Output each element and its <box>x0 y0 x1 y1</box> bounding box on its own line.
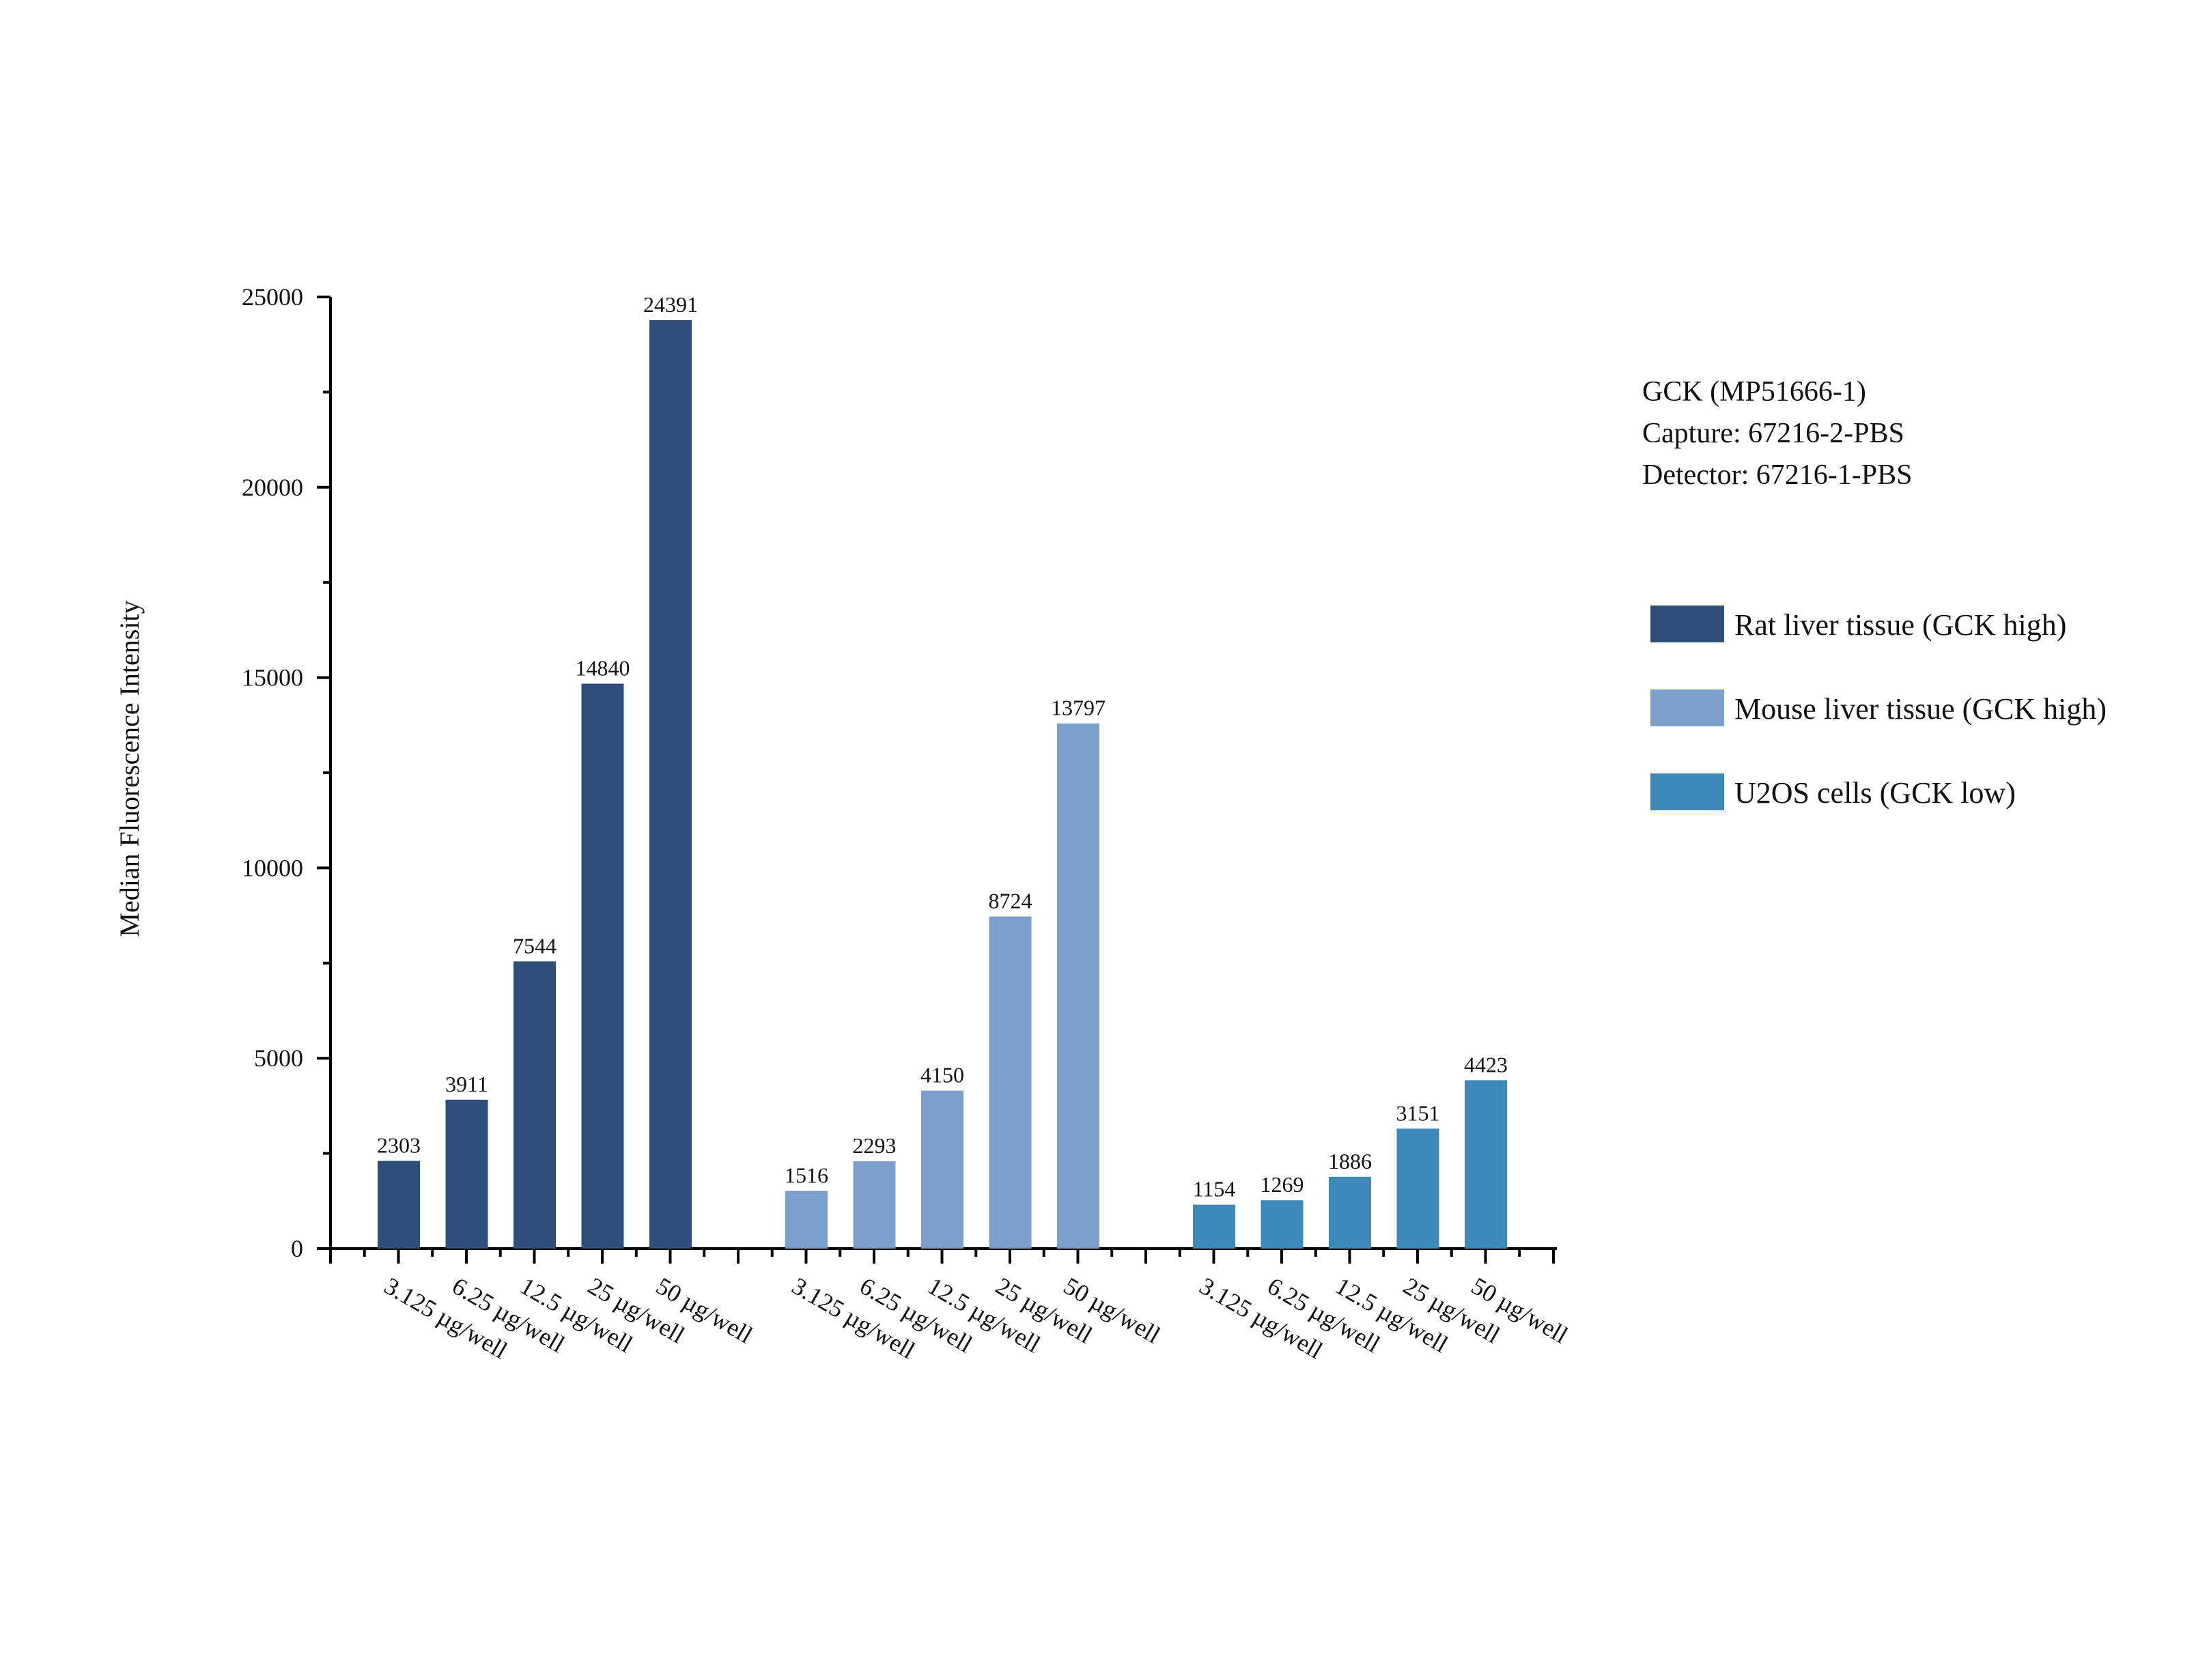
data-label: 13797 <box>1051 696 1106 720</box>
info-line: GCK (MP51666-1) <box>1642 376 1866 408</box>
bar <box>853 1161 896 1249</box>
bar <box>1396 1128 1439 1249</box>
y-tick-label: 5000 <box>254 1044 303 1072</box>
data-label: 7544 <box>513 933 557 958</box>
data-label: 4423 <box>1464 1052 1508 1077</box>
legend-label: Mouse liver tissue (GCK high) <box>1734 692 2107 726</box>
legend-swatch <box>1650 773 1724 810</box>
y-tick-label: 25000 <box>242 283 303 311</box>
bar <box>989 916 1032 1249</box>
y-tick-label: 0 <box>291 1235 303 1262</box>
bar <box>445 1099 488 1249</box>
legend-swatch <box>1650 689 1724 726</box>
y-tick-label: 15000 <box>242 664 303 692</box>
data-label: 2293 <box>853 1133 897 1158</box>
x-axis <box>329 1247 1557 1264</box>
data-label: 8724 <box>989 889 1032 913</box>
data-label: 1154 <box>1193 1177 1236 1201</box>
bar <box>921 1090 963 1249</box>
info-line: Detector: 67216-1-PBS <box>1642 459 1912 491</box>
legend-label: Rat liver tissue (GCK high) <box>1734 608 2066 642</box>
bar <box>378 1161 420 1249</box>
data-label: 3151 <box>1396 1100 1440 1125</box>
bar <box>649 319 692 1249</box>
bar <box>1329 1176 1371 1249</box>
legend-swatch <box>1650 606 1724 642</box>
legend-label: U2OS cells (GCK low) <box>1734 776 2016 810</box>
data-label: 3911 <box>445 1072 488 1096</box>
data-label: 4150 <box>920 1063 964 1087</box>
legend: Rat liver tissue (GCK high) Mouse liver t… <box>1650 606 2107 810</box>
data-label: 1886 <box>1328 1149 1372 1173</box>
y-axis: 0 5000 10000 15000 20000 25000 <box>242 283 332 1264</box>
bar <box>513 961 556 1249</box>
bar <box>1261 1200 1304 1249</box>
data-label: 1269 <box>1261 1172 1304 1197</box>
data-label: 24391 <box>643 292 698 317</box>
bar <box>1057 723 1099 1249</box>
bar <box>1193 1204 1235 1249</box>
bar <box>581 683 624 1249</box>
data-label: 14840 <box>576 656 630 681</box>
y-axis-title: Median Fluorescence Intensity <box>114 600 145 937</box>
info-line: Capture: 67216-2-PBS <box>1642 418 1904 449</box>
y-tick-label: 10000 <box>242 854 303 881</box>
bar <box>1465 1080 1507 1249</box>
bar <box>785 1191 828 1249</box>
data-label: 2303 <box>377 1133 421 1158</box>
info-block: GCK (MP51666-1) Capture: 67216-2-PBS Detec… <box>1642 376 1912 491</box>
y-tick-label: 20000 <box>242 474 303 501</box>
bars <box>378 319 1507 1249</box>
data-label: 1516 <box>785 1163 828 1187</box>
data-labels: 2303 3911 7544 14840 24391 1516 2293 4150 8724 13… <box>377 292 1508 1201</box>
